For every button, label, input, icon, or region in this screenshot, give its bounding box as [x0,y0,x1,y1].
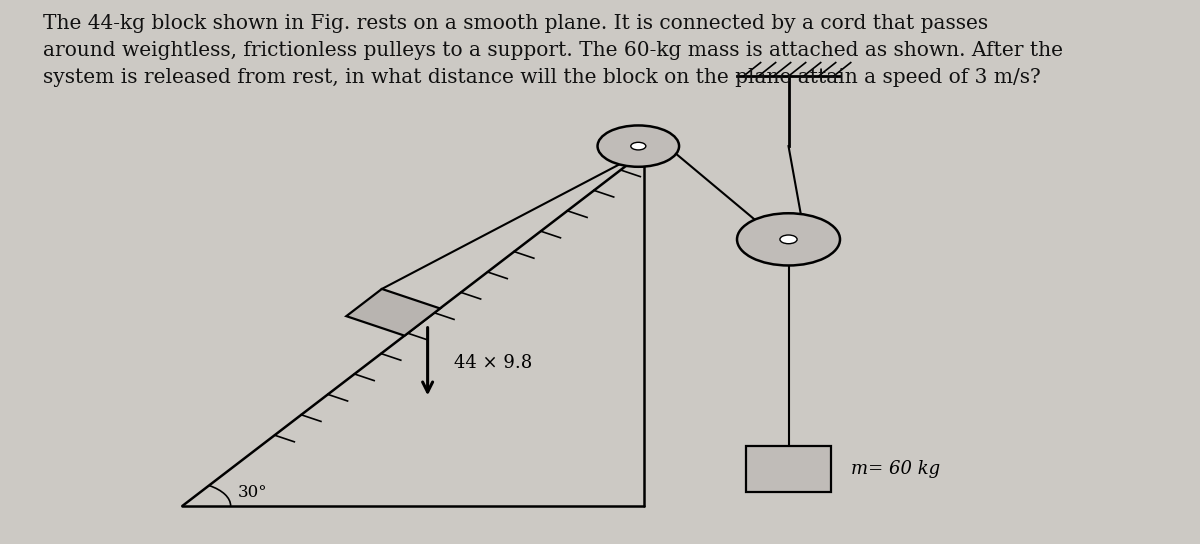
Circle shape [780,235,797,244]
Text: The 44-kg block shown in Fig. rests on a smooth plane. It is connected by a cord: The 44-kg block shown in Fig. rests on a… [43,14,1063,87]
Circle shape [598,126,679,167]
Text: 44 × 9.8: 44 × 9.8 [455,354,533,372]
Bar [745,446,832,492]
Polygon shape [347,289,440,336]
Circle shape [631,143,646,150]
Text: m= 60 kg: m= 60 kg [851,460,940,478]
Text: 30°: 30° [238,484,268,501]
Circle shape [737,213,840,265]
